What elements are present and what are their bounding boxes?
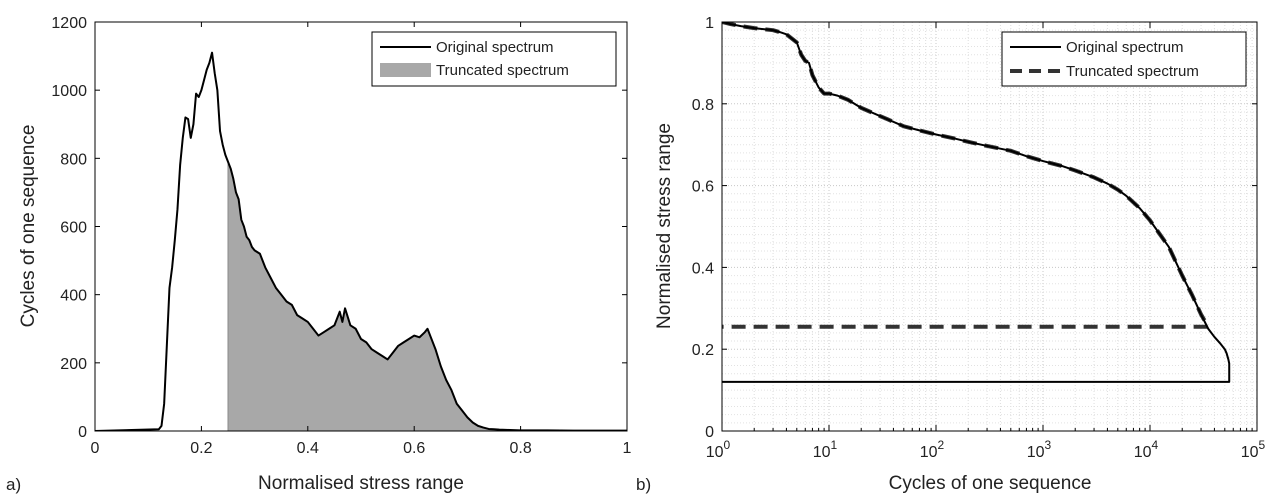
panel-b: 100 101 102 103 104 105 0 0.2 0.4 0.6 0.8 1 Cycles … xyxy=(636,15,1266,494)
panel-a-x-tick-label: 1 xyxy=(623,440,632,457)
panel-b-legend: Original spectrum Truncated spectrum xyxy=(1001,31,1247,87)
panel-b-y-tick-label: 0.8 xyxy=(692,97,714,114)
panel-b-x-tick-label: 105 xyxy=(1241,438,1266,461)
legend-a-truncated-label: Truncated spectrum xyxy=(436,62,569,79)
panel-b-x-tick-label: 102 xyxy=(920,438,945,461)
panel-b-x-tick-label: 104 xyxy=(1134,438,1159,461)
panel-a-label: a) xyxy=(6,475,21,494)
legend-a-original-label: Original spectrum xyxy=(436,39,554,56)
panel-b-x-tick-label: 100 xyxy=(706,438,731,461)
panel-a-y-tick-label: 1200 xyxy=(51,15,87,32)
panel-a-y-tick-label: 0 xyxy=(78,424,87,441)
panel-a: 0 0.2 0.4 0.6 0.8 1 0 200 400 600 800 1000 1200 Norm… xyxy=(6,15,632,494)
panel-b-x-tick-label: 103 xyxy=(1027,438,1052,461)
panel-a-y-axis-label: Cycles of one sequence xyxy=(18,125,39,328)
panel-b-y-tick-label: 0.2 xyxy=(692,342,714,359)
legend-b-truncated-label: Truncated spectrum xyxy=(1066,63,1199,80)
panel-a-x-tick-label: 0.2 xyxy=(190,440,212,457)
panel-b-axes-box xyxy=(721,21,1258,432)
panel-a-y-tick-label: 400 xyxy=(60,288,87,305)
panel-b-y-axis-label: Normalised stress range xyxy=(654,123,675,329)
panel-a-y-tick-label: 600 xyxy=(60,220,87,237)
series-truncated-spectrum-area xyxy=(228,161,627,431)
panel-a-legend: Original spectrum Truncated spectrum xyxy=(371,31,617,87)
panel-a-x-tick-label: 0.8 xyxy=(509,440,531,457)
panel-a-y-tick-label: 800 xyxy=(60,151,87,168)
panel-a-x-tick-label: 0 xyxy=(91,440,100,457)
panel-b-y-tick-label: 0 xyxy=(705,424,714,441)
panel-b-legend-box xyxy=(1001,31,1247,87)
panel-a-x-tick-label: 0.4 xyxy=(297,440,319,457)
panel-a-x-axis-label: Normalised stress range xyxy=(258,473,464,494)
series-original-spectrum-line xyxy=(95,51,627,431)
panel-b-x-tick-label: 101 xyxy=(813,438,838,461)
panel-b-label: b) xyxy=(636,475,651,494)
panel-a-x-tick-label: 0.6 xyxy=(403,440,425,457)
series-original-spectrum-line-b xyxy=(722,22,1231,383)
panel-a-y-tick-label: 1000 xyxy=(51,83,87,100)
legend-b-original-label: Original spectrum xyxy=(1066,39,1184,56)
legend-a-truncated-swatch xyxy=(380,63,431,77)
panel-a-y-tick-label: 200 xyxy=(60,356,87,373)
panel-b-y-tick-label: 0.6 xyxy=(692,179,714,196)
panel-b-y-tick-label: 0.4 xyxy=(692,260,714,277)
panel-b-y-tick-label: 1 xyxy=(705,15,714,32)
panel-b-x-axis-label: Cycles of one sequence xyxy=(889,473,1092,494)
